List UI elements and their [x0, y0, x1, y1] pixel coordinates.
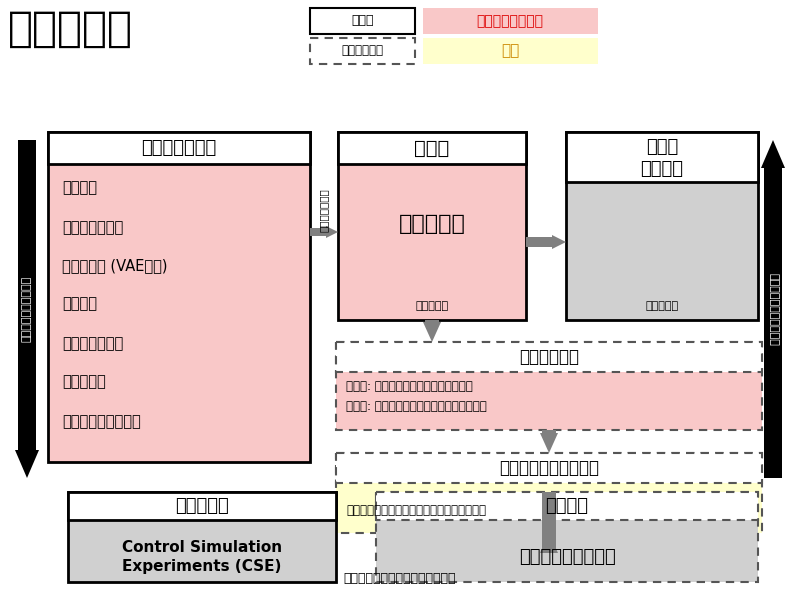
Bar [526, 237, 552, 247]
Text: 簡易的: アトラクター間の気象場の差異: 簡易的: アトラクター間の気象場の差異 [346, 380, 473, 393]
Bar [423, 8, 598, 34]
Bar [542, 492, 556, 553]
Text: 制御手法の気象への発展: 制御手法の気象への発展 [768, 273, 778, 346]
Bar [336, 453, 762, 483]
Text: 今後実施予定: 今後実施予定 [342, 44, 383, 58]
Bar [764, 168, 782, 478]
Text: Control Simulation: Control Simulation [122, 540, 282, 556]
Polygon shape [15, 450, 39, 478]
Text: グラフ: グラフ [414, 139, 450, 158]
Text: 時空間情報: 時空間情報 [62, 374, 106, 389]
Polygon shape [326, 226, 338, 238]
Text: 離散的表現: 離散的表現 [415, 301, 449, 311]
Text: 操作入力特定: 操作入力特定 [519, 348, 579, 366]
Text: 目標: 目標 [501, 43, 519, 59]
Polygon shape [540, 533, 558, 553]
Text: 最小の制御入力で望ましいアトラクタへ誘導: 最小の制御入力で望ましいアトラクタへ誘導 [346, 503, 486, 517]
Text: 図１　数理研究班の研究開発計画: 図１ 数理研究班の研究開発計画 [344, 572, 456, 585]
Text: 有効な操作入力の特定: 有効な操作入力の特定 [22, 276, 32, 342]
Bar [338, 132, 526, 320]
Polygon shape [540, 433, 558, 453]
Text: ・深層学習 (VAEなど): ・深層学習 (VAEなど) [62, 258, 167, 273]
Text: 進行中: 進行中 [351, 14, 374, 27]
Text: 有向グラフ: 有向グラフ [398, 214, 466, 234]
Bar [376, 492, 758, 520]
Polygon shape [552, 235, 566, 249]
Text: ・レザバー計算: ・レザバー計算 [62, 336, 123, 351]
Bar [542, 430, 556, 433]
Text: 最低限の鉄製目標: 最低限の鉄製目標 [477, 14, 543, 28]
Bar [338, 132, 526, 164]
Bar [376, 492, 758, 582]
Bar [336, 342, 762, 430]
Text: 低次元化の開発: 低次元化の開発 [142, 139, 217, 157]
Bar [48, 132, 310, 462]
Text: 制御数理: 制御数理 [546, 497, 589, 515]
Text: 現実的: 実現可能な操作でアトラクタを遷移: 現実的: 実現可能な操作でアトラクタを遷移 [346, 400, 486, 413]
Bar [336, 453, 762, 533]
Text: ・固有直交分解: ・固有直交分解 [62, 220, 123, 235]
Bar [310, 38, 415, 64]
Bar [310, 228, 326, 236]
Bar [423, 38, 598, 64]
Text: Experiments (CSE): Experiments (CSE) [122, 559, 282, 573]
Text: ランド
スケープ: ランド スケープ [641, 138, 683, 178]
Polygon shape [423, 322, 441, 342]
Bar [18, 140, 36, 450]
Bar [68, 492, 336, 582]
Bar [48, 132, 310, 164]
Polygon shape [761, 140, 785, 168]
Bar [425, 320, 439, 322]
Text: ・クープマンモード: ・クープマンモード [62, 414, 141, 429]
Text: カオス制御: カオス制御 [175, 497, 229, 515]
Text: 数理研究班: 数理研究班 [8, 8, 133, 50]
Text: 空間情報: 空間情報 [62, 180, 97, 195]
Bar [310, 8, 415, 34]
Text: 連続的表現: 連続的表現 [646, 301, 678, 311]
Text: 高度な制御手法の確立: 高度な制御手法の確立 [499, 459, 599, 477]
Text: モデル予測制御など: モデル予測制御など [518, 548, 615, 566]
Bar [68, 492, 336, 520]
Bar [566, 132, 758, 182]
Text: 時間情報: 時間情報 [62, 296, 97, 311]
Bar [336, 342, 762, 372]
Bar [566, 132, 758, 320]
Text: クラスタリング: クラスタリング [319, 188, 329, 232]
